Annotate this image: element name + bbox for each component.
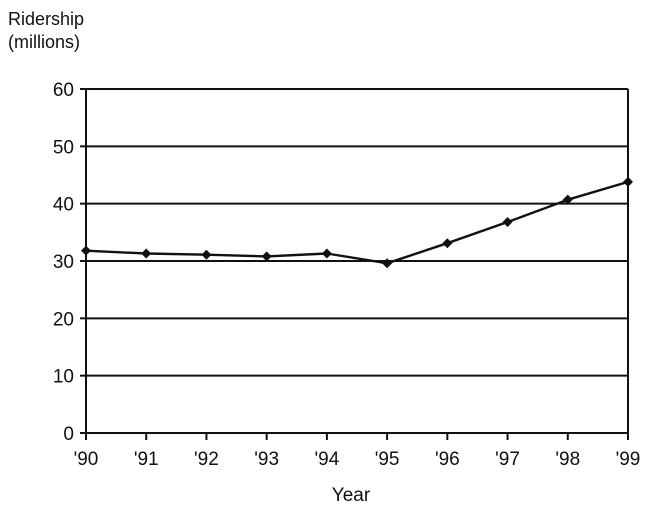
y-tick-label: 10 xyxy=(53,367,74,388)
y-tick-label: 40 xyxy=(53,195,74,216)
y-tick-label: 30 xyxy=(53,252,74,273)
data-point-'94 xyxy=(321,248,332,259)
gridlines xyxy=(86,88,628,377)
x-tick-labels: '90 '91 '92 '93 '94 '95 '96 '97 '98 '99 xyxy=(74,449,641,470)
y-tick-label: 0 xyxy=(63,424,74,445)
x-tick-label: '99 xyxy=(616,449,641,470)
y-tick-label: 60 xyxy=(53,80,74,101)
x-axis-label: Year xyxy=(331,485,371,506)
x-tick-label: '90 xyxy=(74,449,99,470)
x-tick-label: '96 xyxy=(435,449,460,470)
axes xyxy=(80,88,629,440)
data-point-'90 xyxy=(81,245,91,256)
data-point-'99 xyxy=(623,176,633,187)
data-point-'92 xyxy=(201,249,212,260)
x-tick-label: '97 xyxy=(495,449,520,470)
y-axis-label: Ridership (millions) xyxy=(8,8,84,54)
x-tick-label: '91 xyxy=(134,449,159,470)
data-point-'96 xyxy=(442,238,453,249)
y-axis-label-line-2: (millions) xyxy=(8,32,80,52)
data-point-'98 xyxy=(562,194,573,205)
data-point-'93 xyxy=(261,251,272,262)
data-series xyxy=(81,176,633,269)
x-tick-label: '94 xyxy=(315,449,340,470)
x-tick-label: '95 xyxy=(375,449,400,470)
x-tick-label: '98 xyxy=(555,449,580,470)
data-point-'97 xyxy=(502,217,513,228)
y-tick-label: 20 xyxy=(53,309,74,330)
series-line-0 xyxy=(85,180,629,265)
x-tick-label: '93 xyxy=(254,449,279,470)
data-point-'91 xyxy=(141,248,152,259)
y-axis-label-line-1: Ridership xyxy=(8,9,85,29)
data-point-'95 xyxy=(382,258,393,269)
x-tick-label: '92 xyxy=(194,449,219,470)
y-tick-label: 50 xyxy=(53,137,74,158)
y-tick-labels: 0 10 20 30 40 50 60 xyxy=(53,80,74,445)
